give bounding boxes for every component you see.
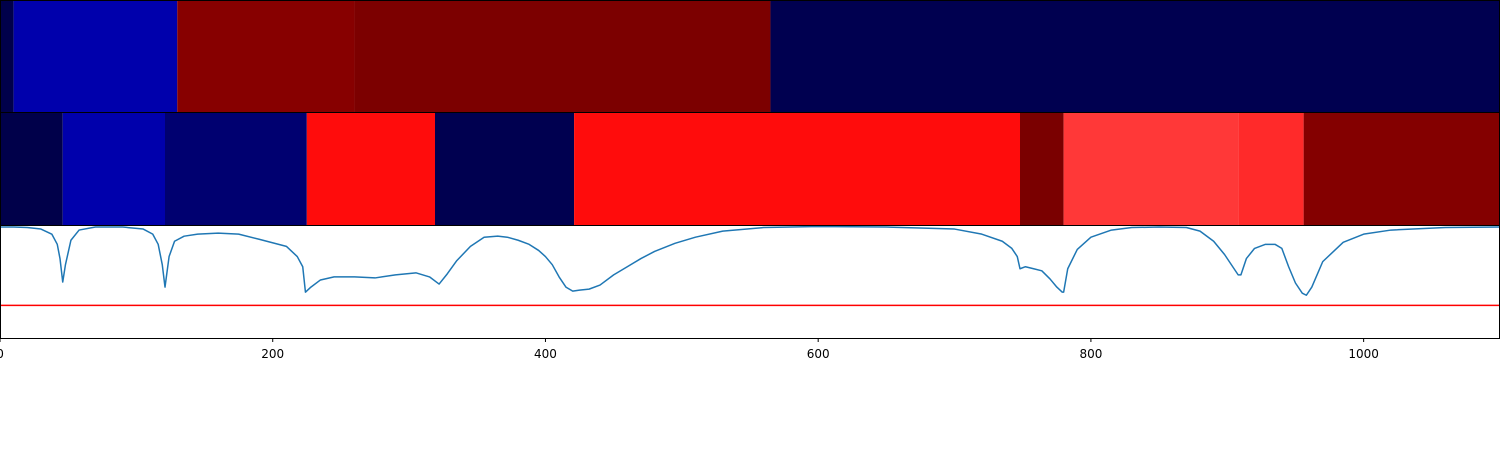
line-panel — [0, 225, 1500, 339]
x-tick-label: 200 — [261, 347, 284, 361]
heatmap-top — [0, 0, 1500, 113]
heatmap-top-cell-1 — [13, 1, 178, 112]
x-tick-label: 600 — [807, 347, 830, 361]
heatmap-bottom-cell-1 — [62, 113, 165, 225]
x-axis: 0 200 400 600 800 1000 — [0, 338, 1379, 361]
line-panel-frame — [0, 225, 1500, 339]
heatmap-top-cell-0 — [0, 1, 14, 112]
heatmap-top-cell-4 — [770, 1, 1500, 112]
heatmap-bottom-cell-3 — [306, 113, 435, 225]
heatmap-bottom-cell-4 — [435, 113, 575, 225]
heatmap-bottom-cell-7 — [1063, 113, 1239, 225]
heatmap-bottom — [0, 112, 1500, 226]
heatmap-bottom-cell-6 — [1020, 113, 1064, 225]
heatmap-bottom-cell-8 — [1238, 113, 1304, 225]
heatmap-bottom-cell-9 — [1303, 113, 1500, 225]
x-tick-label: 0 — [0, 347, 4, 361]
heatmap-bottom-cell-0 — [0, 113, 63, 225]
heatmap-bottom-cell-2 — [165, 113, 307, 225]
heatmap-top-cell-3 — [354, 1, 771, 112]
heatmap-top-cell-2 — [177, 1, 355, 112]
x-tick-label: 1000 — [1348, 347, 1379, 361]
x-tick-label: 400 — [534, 347, 557, 361]
heatmap-bottom-cell-5 — [574, 113, 1020, 225]
series-line — [0, 225, 1500, 296]
x-tick-label: 800 — [1079, 347, 1102, 361]
